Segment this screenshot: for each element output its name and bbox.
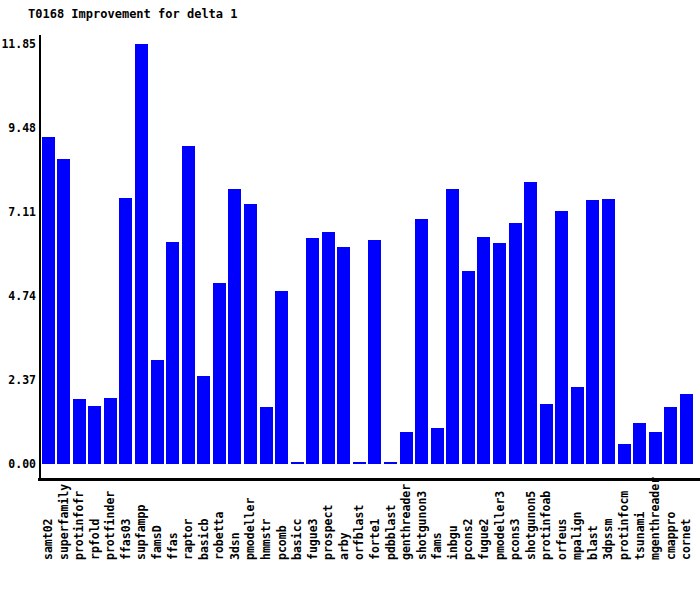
x-category-label-ffas: ffas <box>167 532 179 560</box>
x-category-label-cmappro: cmappro <box>665 512 677 560</box>
x-category-label-orfeus: orfeus <box>556 518 568 560</box>
x-category-label-prospect: prospect <box>322 505 334 560</box>
x-category-label-arby: arby <box>338 532 350 560</box>
x-category-label-blast: blast <box>587 525 599 560</box>
bar-cmappro <box>664 407 677 464</box>
bar-shotgunon3 <box>415 219 428 464</box>
x-category-label-ffas03: ffas03 <box>120 518 132 560</box>
bar-pmodeller3 <box>493 243 506 464</box>
x-category-label-protinfofr: protinfofr <box>73 491 85 560</box>
bar-ffas03 <box>119 198 132 464</box>
x-category-label-basicb: basicb <box>198 518 210 560</box>
bar-pmodeller <box>244 204 257 464</box>
bar-orfblast <box>353 462 366 464</box>
bar-mpalign <box>571 387 584 464</box>
chart-title: T0168 Improvement for delta 1 <box>28 7 238 21</box>
bar-pcomb <box>275 291 288 464</box>
x-category-label-famsD: famsD <box>151 525 163 560</box>
bar-blast <box>586 200 599 464</box>
bar-shotgunon5 <box>524 182 537 464</box>
bar-protinfocm <box>618 444 631 464</box>
bar-tsunami <box>633 423 646 464</box>
bar-ffas <box>166 242 179 464</box>
bar-inbgu <box>446 189 459 464</box>
bar-samt02 <box>42 137 55 464</box>
x-category-label-basicc: basicc <box>291 518 303 560</box>
bar-prospect <box>322 232 335 464</box>
x-category-label-robetta: robetta <box>213 512 225 560</box>
x-category-label-pmodeller: pmodeller <box>244 498 256 560</box>
y-axis-line <box>39 35 41 481</box>
bar-protinfoab <box>540 404 553 464</box>
x-category-label-shotgunon5: shotgunon5 <box>525 491 537 560</box>
bar-supfampp <box>135 44 148 464</box>
x-category-label-orfblast: orfblast <box>353 505 365 560</box>
y-tick-label: 0.00 <box>0 457 36 471</box>
y-tick-label: 7.11 <box>0 205 36 219</box>
x-category-label-mgenthreader: mgenthreader <box>649 477 661 560</box>
x-category-label-shotgunon3: shotgunon3 <box>416 491 428 560</box>
bar-fugue3 <box>306 238 319 464</box>
bar-basicc <box>291 462 304 464</box>
x-category-label-genthreader: genthreader <box>400 484 412 560</box>
bar-forte1 <box>368 240 381 464</box>
y-tick-label: 2.37 <box>0 373 36 387</box>
bar-chart: T0168 Improvement for delta 1 0.00 2.37 4.… <box>0 0 700 590</box>
x-category-label-superfamily: superfamily <box>58 484 70 560</box>
bar-protfinder <box>104 398 117 464</box>
y-tick-label: 4.74 <box>0 289 36 303</box>
bar-rpfold <box>88 406 101 464</box>
bar-arby <box>337 247 350 464</box>
x-category-label-fugue2: fugue2 <box>478 518 490 560</box>
bar-3dpssm <box>602 199 615 464</box>
bar-hmmstr <box>260 407 273 464</box>
x-category-label-inbgu: inbgu <box>447 525 459 560</box>
bar-pdbblast <box>384 462 397 464</box>
bar-famsD <box>151 360 164 464</box>
bar-3dsn <box>228 189 241 464</box>
x-category-label-protinfocm: protinfocm <box>618 491 630 560</box>
x-category-label-rpfold: rpfold <box>89 518 101 560</box>
x-category-label-hmmstr: hmmstr <box>260 518 272 560</box>
x-category-label-pcons2: pcons2 <box>462 518 474 560</box>
x-category-label-tsunami: tsunami <box>634 512 646 560</box>
bar-raptor <box>182 146 195 464</box>
bar-mgenthreader <box>649 432 662 464</box>
x-category-label-supfampp: supfampp <box>135 505 147 560</box>
bar-cornet <box>680 394 693 464</box>
x-category-label-fams: fams <box>431 532 443 560</box>
x-axis-line <box>38 478 700 481</box>
x-category-label-mpalign: mpalign <box>571 512 583 560</box>
bar-genthreader <box>400 432 413 464</box>
bar-fugue2 <box>477 237 490 464</box>
x-category-label-3dpssm: 3dpssm <box>602 518 614 560</box>
x-category-label-forte1: forte1 <box>369 518 381 560</box>
y-tick-label: 11.85 <box>0 37 36 51</box>
x-category-label-pmodeller3: pmodeller3 <box>494 491 506 560</box>
x-category-label-raptor: raptor <box>182 518 194 560</box>
bar-pcons2 <box>462 271 475 464</box>
bar-basicb <box>197 376 210 464</box>
bar-orfeus <box>555 211 568 464</box>
y-tick-label: 9.48 <box>0 121 36 135</box>
x-category-label-pdbblast: pdbblast <box>385 505 397 560</box>
bar-pcons3 <box>509 223 522 464</box>
x-category-label-protinfoab: protinfoab <box>540 491 552 560</box>
bar-fams <box>431 428 444 464</box>
bar-superfamily <box>57 159 70 464</box>
x-category-label-protfinder: protfinder <box>104 491 116 560</box>
x-category-label-samt02: samt02 <box>42 518 54 560</box>
x-category-label-cornet: cornet <box>680 518 692 560</box>
x-category-label-3dsn: 3dsn <box>229 532 241 560</box>
x-category-label-pcomb: pcomb <box>276 525 288 560</box>
x-category-label-pcons3: pcons3 <box>509 518 521 560</box>
x-category-label-fugue3: fugue3 <box>307 518 319 560</box>
bar-robetta <box>213 283 226 464</box>
bar-protinfofr <box>73 399 86 464</box>
